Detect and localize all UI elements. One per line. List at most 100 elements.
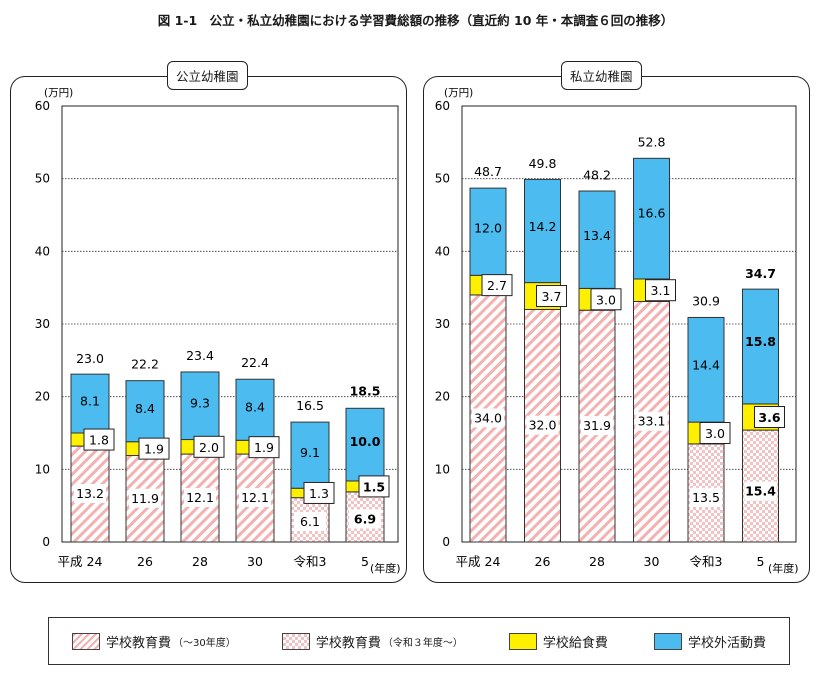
data-label-bg — [129, 488, 161, 508]
data-label-total: 34.7 — [745, 266, 776, 281]
data-label-school-education: 13.2 — [76, 486, 104, 501]
legend-item-school-education-r3: 学校教育費 （令和３年度～） — [281, 632, 463, 651]
legend-note: （令和３年度～） — [382, 637, 463, 649]
legend-label: 学校教育費 — [106, 635, 172, 651]
y-tick-label: 20 — [435, 390, 450, 404]
data-label-school-lunch: 3.1 — [651, 283, 671, 298]
figure-title: 図 1-1 公立・私立幼稚園における学習費総額の推移（直近約 10 年・本調査６… — [157, 13, 674, 28]
x-tick-label: 平成 24 — [58, 554, 103, 569]
y-tick-label: 0 — [442, 535, 450, 549]
y-tick-label: 50 — [35, 172, 50, 186]
y-tick-label: 40 — [435, 244, 450, 258]
data-label-school-education: 34.0 — [474, 410, 502, 425]
x-tick-label: 令和3 — [690, 554, 723, 569]
data-label-bg — [581, 416, 613, 436]
data-label-extracurricular: 12.0 — [474, 220, 502, 235]
data-label-extracurricular: 8.4 — [245, 400, 265, 415]
data-label-extracurricular: 16.6 — [638, 206, 666, 221]
y-tick-label: 30 — [35, 317, 50, 331]
legend-item-school-education: 学校教育費 （～30年度） — [72, 632, 236, 651]
data-label-extracurricular: 8.4 — [135, 401, 155, 416]
data-label-school-lunch: 1.9 — [254, 440, 274, 455]
data-label-school-lunch: 2.7 — [487, 278, 507, 293]
x-tick-label: 30 — [644, 554, 660, 569]
y-tick-label: 60 — [435, 99, 450, 113]
data-label-total: 23.0 — [76, 351, 104, 366]
data-label-extracurricular: 9.3 — [190, 395, 210, 410]
x-tick-label: 26 — [535, 554, 551, 569]
data-label-school-lunch: 1.5 — [363, 479, 385, 494]
public-panel-title: 公立幼稚園 — [167, 61, 248, 90]
bar-segment-extracurricular — [633, 157, 670, 280]
data-label-school-lunch: 3.6 — [758, 410, 780, 425]
bar-segment-extracurricular — [290, 421, 330, 489]
data-label-bg — [239, 488, 271, 508]
y-tick-label: 20 — [35, 390, 50, 404]
legend-swatch-diagonal — [72, 632, 101, 650]
bar-segment-extracurricular — [125, 380, 165, 443]
x-tick-label: 5 — [361, 554, 369, 569]
legend: 学校教育費 （～30年度） 学校教育費 （令和３年度～） 学校給食費 学校外活動… — [48, 617, 790, 665]
data-label-extracurricular: 14.4 — [692, 358, 720, 373]
bar-segment-extracurricular — [687, 316, 725, 423]
data-label-school-education: 15.4 — [745, 484, 776, 499]
data-label-total: 48.2 — [583, 168, 611, 183]
data-label-school-lunch: 1.9 — [144, 442, 164, 457]
bar-segment-extracurricular — [70, 373, 110, 434]
legend-swatch-checker — [281, 632, 310, 650]
data-label-bg — [690, 487, 722, 507]
data-label-school-lunch: 3.0 — [705, 426, 725, 441]
data-label-box — [193, 435, 225, 458]
data-label-box — [303, 481, 335, 504]
data-label-total: 16.5 — [296, 398, 324, 413]
y-axis-unit: (万円) — [44, 87, 73, 99]
x-axis-unit: (年度) — [370, 561, 401, 575]
data-label-bg — [294, 512, 326, 532]
data-label-bg — [472, 408, 504, 428]
data-label-extracurricular: 9.1 — [300, 445, 320, 460]
data-label-extracurricular: 10.0 — [350, 434, 381, 449]
data-label-school-education: 12.1 — [241, 490, 269, 505]
x-tick-label: 5 — [757, 554, 765, 569]
bar-segment-extracurricular — [345, 407, 385, 482]
data-label-school-lunch: 1.8 — [89, 433, 109, 448]
y-tick-label: 10 — [35, 462, 50, 476]
y-tick-label: 0 — [42, 535, 50, 549]
data-label-extracurricular: 8.1 — [80, 394, 100, 409]
data-label-bg — [184, 488, 216, 508]
data-label-box — [754, 406, 785, 429]
data-label-bg — [744, 481, 777, 501]
bar-segment-extracurricular — [180, 371, 220, 441]
data-label-bg — [635, 411, 668, 431]
legend-label: 学校外活動費 — [687, 635, 766, 651]
y-tick-label: 10 — [435, 462, 450, 476]
y-tick-label: 30 — [435, 317, 450, 331]
data-label-box — [645, 279, 676, 302]
legend-label: 学校給食費 — [542, 635, 608, 651]
data-label-school-education: 6.1 — [300, 514, 320, 529]
data-label-total: 52.8 — [638, 134, 666, 149]
legend-note: （～30年度） — [173, 637, 236, 649]
data-label-total: 30.9 — [692, 293, 720, 308]
bar-segment-extracurricular — [469, 187, 507, 276]
x-tick-label: 28 — [192, 554, 208, 569]
data-label-school-lunch: 1.3 — [309, 486, 329, 501]
data-label-bg — [74, 484, 106, 504]
x-tick-label: 平成 24 — [456, 554, 501, 569]
x-tick-label: 28 — [589, 554, 605, 569]
data-label-box — [358, 475, 390, 498]
bar-segment-extracurricular — [524, 178, 561, 284]
data-label-school-education: 12.1 — [186, 490, 214, 505]
legend-swatch-yellow — [508, 632, 537, 650]
data-label-school-education: 13.5 — [692, 490, 720, 505]
data-label-school-lunch: 3.0 — [596, 292, 616, 307]
y-tick-label: 50 — [435, 172, 450, 186]
data-label-total: 22.4 — [241, 355, 269, 370]
data-label-box — [590, 288, 622, 311]
data-label-box — [699, 422, 731, 444]
data-label-school-education: 31.9 — [583, 418, 611, 433]
y-tick-label: 60 — [35, 99, 50, 113]
data-label-total: 48.7 — [474, 164, 502, 179]
x-axis-unit: (年度) — [768, 561, 799, 575]
data-label-total: 22.2 — [131, 357, 159, 372]
